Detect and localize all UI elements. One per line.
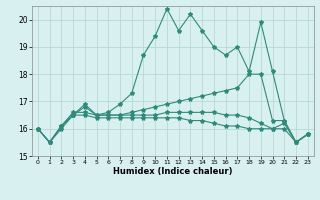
X-axis label: Humidex (Indice chaleur): Humidex (Indice chaleur)	[113, 167, 233, 176]
